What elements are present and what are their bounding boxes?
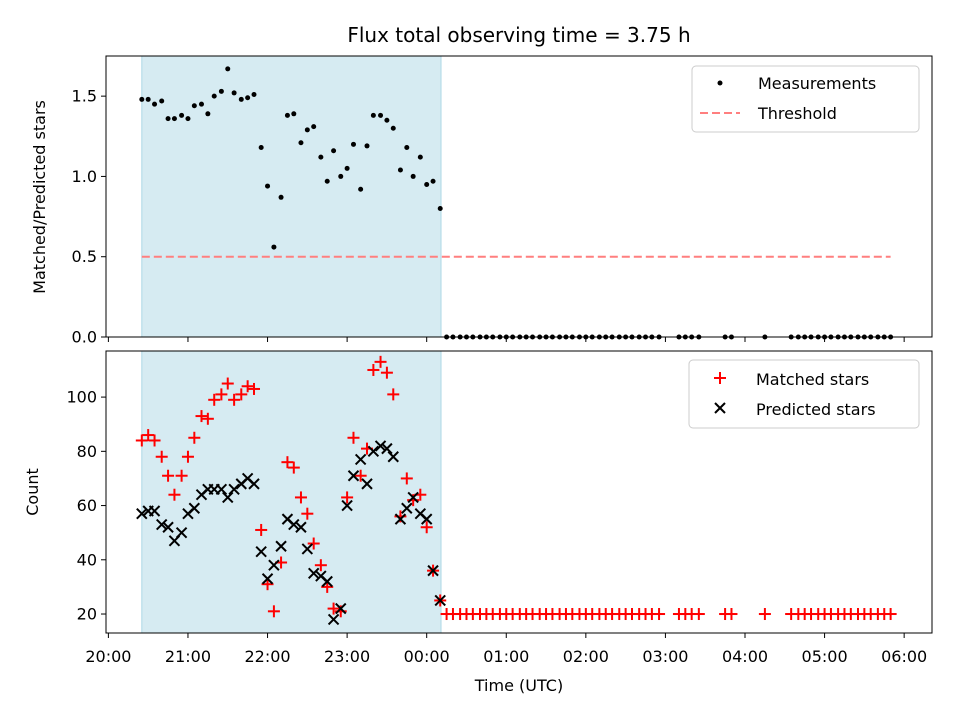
measurement-point [232, 90, 237, 95]
measurement-point [239, 97, 244, 102]
measurement-point [179, 113, 184, 118]
bottom-y-axis-label: Count [23, 468, 42, 516]
xtick-label: 06:00 [881, 647, 927, 666]
measurement-point [159, 98, 164, 103]
measurement-point [345, 166, 350, 171]
measurement-point [358, 187, 363, 192]
measurement-point [411, 174, 416, 179]
xtick-label: 02:00 [563, 647, 609, 666]
bottom-ytick-label: 100 [66, 388, 97, 407]
measurement-point [311, 124, 316, 129]
measurement-point [438, 206, 443, 211]
bottom-legend: Matched stars Predicted stars [689, 360, 919, 428]
measurement-point [271, 245, 276, 250]
top-ytick-label: 1.5 [72, 87, 97, 106]
measurement-point [212, 94, 217, 99]
measurement-point [318, 155, 323, 160]
legend-matched-stars: Matched stars [756, 370, 869, 389]
matched-star-point [693, 608, 705, 620]
measurement-point [338, 174, 343, 179]
bottom-ytick-label: 80 [77, 442, 97, 461]
xtick-label: 21:00 [165, 647, 211, 666]
bottom-ytick-label: 40 [77, 550, 97, 569]
measurement-point [285, 113, 290, 118]
measurement-point [152, 102, 157, 107]
top-ytick-label: 0.0 [72, 328, 97, 347]
measurement-point [431, 179, 436, 184]
top-ytick-label: 0.5 [72, 247, 97, 266]
bottom-panel: 20 40 60 80 100 20:00 21:00 22:00 23:00 00:00 01:… [23, 351, 932, 695]
xtick-label: 22:00 [244, 647, 290, 666]
measurements-legend-marker [718, 81, 723, 86]
measurement-point [192, 103, 197, 108]
measurement-point [199, 102, 204, 107]
measurement-point [225, 66, 230, 71]
legend-threshold: Threshold [757, 104, 837, 123]
xtick-label: 01:00 [483, 647, 529, 666]
measurement-point [404, 145, 409, 150]
measurement-point [325, 179, 330, 184]
measurement-point [371, 113, 376, 118]
measurement-point [424, 182, 429, 187]
measurement-point [259, 145, 264, 150]
xtick-label: 04:00 [722, 647, 768, 666]
measurement-point [166, 116, 171, 121]
observing-window-shade [142, 351, 441, 633]
top-y-axis-label: Matched/Predicted stars [30, 100, 49, 294]
measurement-point [378, 113, 383, 118]
measurement-point [418, 155, 423, 160]
top-panel: 0.0 0.5 1.0 1.5 Matched/Predicted stars Mea… [30, 56, 932, 347]
bottom-ytick-label: 60 [77, 496, 97, 515]
matched-star-point [885, 608, 897, 620]
bottom-ytick-label: 20 [77, 605, 97, 624]
measurement-point [391, 126, 396, 131]
measurement-point [305, 127, 310, 132]
xtick-label: 20:00 [85, 647, 131, 666]
measurement-point [365, 143, 370, 148]
xtick-label: 00:00 [404, 647, 450, 666]
measurement-point [351, 142, 356, 147]
xtick-label: 03:00 [642, 647, 688, 666]
observing-window-shade [142, 56, 441, 337]
flux-chart: Flux total observing time = 3.75 h 0.00.… [0, 0, 960, 720]
xtick-label: 23:00 [324, 647, 370, 666]
measurement-point [139, 97, 144, 102]
measurement-point [265, 184, 270, 189]
top-legend: Measurements Threshold [692, 66, 919, 132]
xtick-label: 05:00 [802, 647, 848, 666]
matched-star-point [725, 608, 737, 620]
measurement-point [172, 116, 177, 121]
measurement-point [146, 97, 151, 102]
measurement-point [331, 148, 336, 153]
chart-title: Flux total observing time = 3.75 h [347, 23, 690, 47]
top-ytick-label: 1.0 [72, 167, 97, 186]
legend-predicted-stars: Predicted stars [756, 400, 876, 419]
legend-measurements: Measurements [758, 74, 876, 93]
matched-star-point [759, 608, 771, 620]
measurement-point [205, 111, 210, 116]
measurement-point [291, 111, 296, 116]
measurement-point [398, 168, 403, 173]
measurement-point [219, 89, 224, 94]
matched-star-point [653, 608, 665, 620]
measurement-point [384, 118, 389, 123]
measurement-point [279, 195, 284, 200]
x-axis-label: Time (UTC) [474, 676, 563, 695]
measurement-point [252, 92, 257, 97]
measurement-point [298, 140, 303, 145]
measurement-point [185, 116, 190, 121]
measurement-point [245, 95, 250, 100]
